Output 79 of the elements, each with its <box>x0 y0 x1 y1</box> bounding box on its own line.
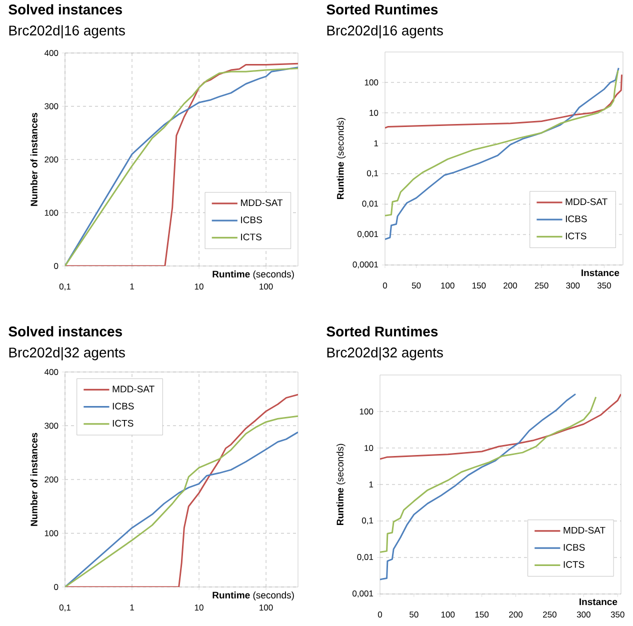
x-axis-title: Runtime (seconds) <box>212 592 294 600</box>
y-tick-label: 0,001 <box>352 590 374 598</box>
legend-label: ICTS <box>564 561 584 568</box>
legend-label: ICBS <box>112 402 134 410</box>
y-tick-label: 0 <box>54 584 58 590</box>
line-series <box>385 70 619 216</box>
legend-label: MDD-SAT <box>566 198 608 206</box>
legend-label: ICBS <box>241 216 262 224</box>
chart-title: Sorted Runtimes <box>326 4 438 14</box>
y-axis-title: Number of instances <box>30 112 38 206</box>
legend-label: MDD-SAT <box>564 526 606 534</box>
chart-title: Solved instances <box>8 4 122 14</box>
legend-label: MDD-SAT <box>112 386 154 392</box>
x-tick-label: 100 <box>260 604 273 611</box>
x-tick-label: 250 <box>543 612 556 618</box>
y-tick-label: 10 <box>370 110 378 116</box>
y-tick-label: 10 <box>364 444 374 451</box>
chart-subtitle: Brc202d|16 agents <box>327 25 443 38</box>
x-tick-label: 0 <box>378 612 382 618</box>
y-axis-title: Runtime (seconds) <box>336 444 346 526</box>
x-axis-title: Runtime (seconds) <box>212 270 294 280</box>
x-tick-label: 100 <box>260 284 273 290</box>
legend-label: ICTS <box>566 232 586 240</box>
x-axis-title: Instance <box>580 598 618 606</box>
chart-title: Sorted Runtimes <box>326 326 438 336</box>
x-tick-label: 300 <box>576 612 590 618</box>
y-tick-label: 0,01 <box>357 554 374 561</box>
x-tick-label: 50 <box>410 612 418 618</box>
y-tick-label: 300 <box>44 422 58 429</box>
x-tick-label: 10 <box>194 604 204 611</box>
x-tick-label: 0,1 <box>59 284 70 291</box>
line-series <box>380 393 621 460</box>
x-tick-label: 0,1 <box>59 604 70 612</box>
x-tick-label: 50 <box>412 282 421 289</box>
y-tick-label: 0,1 <box>366 170 378 178</box>
y-tick-label: 100 <box>360 408 374 414</box>
y-axis-title: Number of instances <box>30 432 38 526</box>
x-tick-label: 200 <box>504 282 518 289</box>
x-tick-label: 100 <box>441 282 454 289</box>
x-tick-label: 300 <box>566 282 580 289</box>
legend-label: ICBS <box>564 544 585 551</box>
line-series <box>385 67 620 240</box>
x-tick-label: 350 <box>610 612 624 618</box>
chart-subtitle: Brc202d|16 agents <box>9 25 125 38</box>
line-series <box>385 74 622 129</box>
x-tick-label: 350 <box>597 282 611 289</box>
y-tick-label: 400 <box>44 368 58 375</box>
y-tick-label: 0,001 <box>358 231 378 238</box>
x-tick-label: 200 <box>509 612 523 618</box>
y-axis-title: Runtime (seconds) <box>336 118 346 200</box>
x-tick-label: 250 <box>534 282 548 289</box>
chart-subtitle: Brc202d|32 agents <box>9 347 125 360</box>
y-tick-label: 100 <box>364 79 378 86</box>
x-tick-label: 1 <box>130 284 134 290</box>
legend-label: ICTS <box>112 420 134 427</box>
x-tick-label: 1 <box>130 604 134 610</box>
chart-subtitle: Brc202d|32 agents <box>327 347 443 360</box>
y-tick-label: 100 <box>44 530 58 536</box>
y-tick-label: 400 <box>44 50 58 56</box>
legend-label: MDD-SAT <box>241 199 283 206</box>
y-tick-label: 200 <box>44 476 58 482</box>
y-tick-label: 200 <box>44 156 58 162</box>
x-axis-title: Instance <box>582 270 620 276</box>
legend-label: ICBS <box>566 215 587 222</box>
x-tick-label: 150 <box>475 612 489 618</box>
y-tick-label: 1 <box>369 482 374 488</box>
y-tick-label: 1 <box>374 140 378 146</box>
chart-title: Solved instances <box>8 326 122 336</box>
x-tick-label: 0 <box>382 282 388 289</box>
y-tick-label: 0,0001 <box>352 261 378 268</box>
y-tick-label: 0,01 <box>362 200 378 208</box>
x-tick-label: 10 <box>194 284 204 290</box>
x-tick-label: 100 <box>441 612 455 618</box>
y-tick-label: 0,1 <box>362 517 374 524</box>
x-tick-label: 150 <box>472 282 486 289</box>
y-tick-label: 100 <box>44 210 58 216</box>
y-tick-label: 0 <box>54 262 58 269</box>
legend-label: ICTS <box>241 234 262 240</box>
y-tick-label: 300 <box>44 103 58 110</box>
